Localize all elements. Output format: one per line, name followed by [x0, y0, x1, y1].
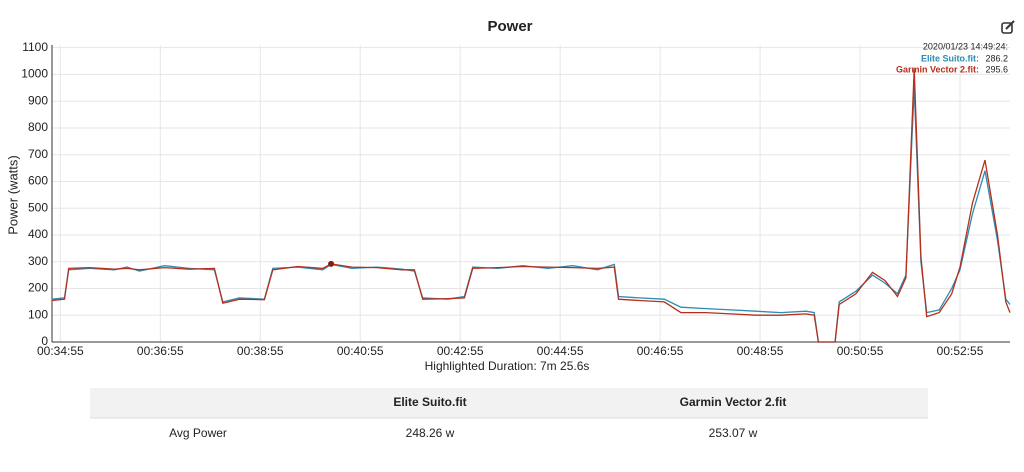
y-tick-label: 600 [28, 174, 48, 188]
tooltip-label: Elite Suito.fit: [921, 53, 979, 63]
y-tick-label: 1100 [22, 40, 48, 54]
x-tick-label: 00:52:55 [937, 344, 984, 358]
edit-icon[interactable] [1001, 20, 1015, 34]
x-tick-label: 00:40:55 [337, 344, 384, 358]
y-axis-label: Power (watts) [5, 155, 20, 234]
y-tick-label: 100 [28, 307, 48, 321]
y-tick-label: 800 [28, 120, 48, 134]
tooltip-value: 295.6 [985, 64, 1008, 74]
hover-marker [328, 260, 335, 267]
table-cell: 253.07 w [709, 426, 758, 440]
series-line [51, 69, 1011, 343]
table-header-bg [90, 388, 928, 418]
y-tick-label: 300 [28, 254, 48, 268]
x-tick-label: 00:44:55 [537, 344, 584, 358]
y-tick-label: 500 [28, 200, 48, 214]
table-cell: 248.26 w [406, 426, 455, 440]
x-tick-label: 00:50:55 [837, 344, 884, 358]
chart-title: Power [487, 18, 532, 35]
x-tick-label: 00:36:55 [137, 344, 184, 358]
x-tick-label: 00:42:55 [437, 344, 484, 358]
table-header: Elite Suito.fit [393, 395, 466, 409]
y-tick-label: 1000 [21, 67, 48, 81]
table-header: Garmin Vector 2.fit [680, 395, 787, 409]
x-tick-label: 00:48:55 [737, 344, 784, 358]
x-tick-label: 00:34:55 [37, 344, 84, 358]
table-cell: Avg Power [169, 426, 227, 440]
y-tick-label: 900 [28, 93, 48, 107]
tooltip-value: 286.2 [985, 53, 1008, 63]
x-tick-label: 00:46:55 [637, 344, 684, 358]
tooltip-label: Garmin Vector 2.fit: [896, 64, 979, 74]
tooltip-time: 2020/01/23 14:49:24: [923, 41, 1008, 51]
y-tick-label: 200 [28, 281, 48, 295]
x-tick-label: 00:38:55 [237, 344, 284, 358]
y-tick-label: 0 [41, 334, 48, 348]
y-tick-label: 700 [28, 147, 48, 161]
x-axis-label: Highlighted Duration: 7m 25.6s [425, 359, 590, 373]
y-tick-label: 400 [28, 227, 48, 241]
series-line [51, 87, 1011, 343]
